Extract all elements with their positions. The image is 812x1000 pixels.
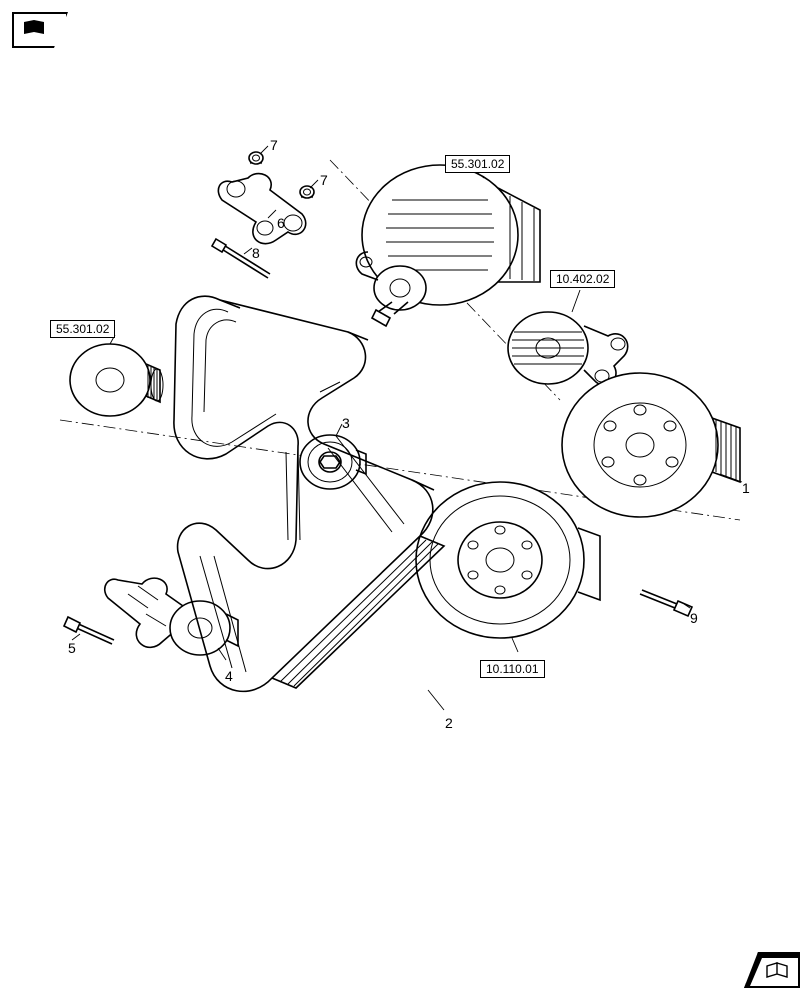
alternator-assembly [356, 165, 540, 326]
callout: 8 [252, 245, 260, 261]
crankshaft-damper [416, 482, 600, 638]
water-pump-assembly [508, 312, 628, 385]
leader-4 [218, 648, 226, 660]
bracket-bolt [212, 239, 270, 278]
exploded-diagram [0, 0, 812, 1000]
pulley-bolt [640, 590, 692, 616]
callout: 2 [445, 715, 453, 731]
leader-2 [428, 690, 444, 710]
ref-label: 55.301.02 [445, 155, 510, 173]
callout: 7 [270, 137, 278, 153]
bushing [249, 152, 263, 164]
ref-label: 55.301.02 [50, 320, 115, 338]
belt-tensioner [105, 578, 238, 655]
callout: 5 [68, 640, 76, 656]
bushing [300, 186, 314, 198]
callout: 7 [320, 172, 328, 188]
crankshaft-pulley [562, 373, 740, 517]
callout: 1 [742, 480, 750, 496]
callout: 9 [690, 610, 698, 626]
mount-bracket [218, 174, 305, 244]
alternator-pulley [70, 344, 163, 416]
leader-ref-d [512, 638, 518, 652]
ref-label: 10.402.02 [550, 270, 615, 288]
callout: 3 [342, 415, 350, 431]
callout: 6 [277, 215, 285, 231]
leader-ref-c [572, 290, 580, 312]
callout: 4 [225, 668, 233, 684]
ref-label: 10.110.01 [480, 660, 545, 678]
